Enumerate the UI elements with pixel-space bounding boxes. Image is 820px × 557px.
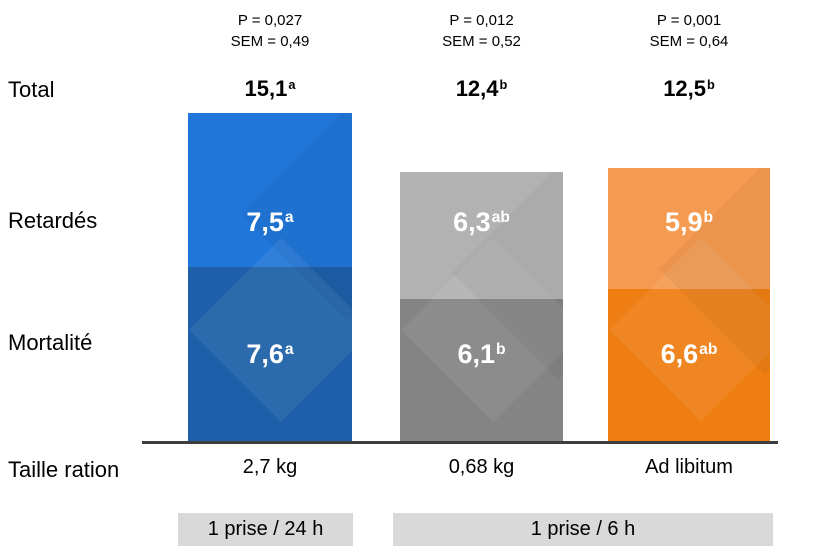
retardes-sup-2: ab	[491, 209, 510, 227]
stats-header-2: P = 0,012 SEM = 0,52	[400, 10, 563, 52]
mortalite-value-2: 6,1b	[400, 334, 563, 379]
retardes-segment-1	[188, 113, 352, 267]
total-sup-1: a	[288, 76, 296, 92]
sem-value-2: SEM = 0,52	[442, 33, 521, 50]
retardes-sup-1: a	[284, 209, 294, 227]
row-label-total: Total	[8, 77, 55, 102]
retardes-number-2: 6,3	[453, 207, 491, 237]
p-value-3: P = 0,001	[656, 12, 722, 29]
total-number-2: 12,4	[455, 76, 499, 101]
mortalite-segment-3	[608, 289, 770, 443]
mortalite-sup-2: b	[495, 341, 506, 359]
ration-value-2: 0,68 kg	[448, 456, 515, 478]
stacked-bar-3	[608, 168, 770, 443]
retardes-sup-3: b	[703, 209, 714, 227]
mortalite-segment-2	[400, 299, 563, 443]
x-axis-line	[142, 441, 778, 444]
retardes-segment-3	[608, 168, 770, 289]
total-value-3: 12,5b	[608, 76, 770, 102]
sem-value-3: SEM = 0,64	[649, 33, 729, 50]
mortalite-number-3: 6,6	[660, 339, 699, 369]
retardes-number-3: 5,9	[664, 207, 703, 237]
retardes-segment-2	[400, 172, 563, 299]
mortalite-value-1: 7,6a	[188, 334, 352, 379]
total-value-1: 15,1a	[188, 76, 352, 102]
stats-header-1: P = 0,027 SEM = 0,49	[188, 10, 352, 52]
bar-column-3: P = 0,001 SEM = 0,64 12,5b 5,9b 6,6ab Ad…	[608, 0, 770, 557]
retardes-value-3: 5,9b	[608, 202, 770, 247]
total-sup-2: b	[499, 76, 508, 92]
total-number-1: 15,1	[244, 76, 288, 101]
total-sup-3: b	[707, 76, 715, 92]
stacked-bar-2	[400, 172, 563, 443]
row-label-ration: Taille ration	[8, 457, 120, 482]
ration-value-1: 2,7 kg	[242, 456, 298, 478]
mortalite-value-3: 6,6ab	[608, 334, 770, 379]
retardes-value-1: 7,5a	[188, 202, 352, 247]
mortalite-number-2: 6,1	[457, 339, 495, 369]
group-box-6h: 1 prise / 6 h	[393, 513, 773, 546]
retardes-value-2: 6,3ab	[400, 202, 563, 247]
row-label-mortalite: Mortalité	[8, 330, 93, 355]
group-box-24h: 1 prise / 24 h	[178, 513, 353, 546]
stats-header-3: P = 0,001 SEM = 0,64	[608, 10, 770, 52]
mortalite-number-1: 7,6	[246, 339, 284, 369]
total-value-2: 12,4b	[400, 76, 563, 102]
p-value-2: P = 0,012	[449, 12, 514, 29]
bar-column-2: P = 0,012 SEM = 0,52 12,4b 6,3ab 6,1b 0,…	[400, 0, 563, 557]
p-value-1: P = 0,027	[237, 12, 303, 29]
stacked-bar-1	[188, 113, 352, 443]
row-label-retardes: Retardés	[8, 208, 98, 233]
retardes-number-1: 7,5	[246, 207, 284, 237]
mortalite-segment-1	[188, 267, 352, 443]
bar-column-1: P = 0,027 SEM = 0,49 15,1a 7,5a 7,6a 2,7…	[188, 0, 352, 557]
mortalite-sup-3: ab	[699, 341, 718, 359]
ration-value-3: Ad libitum	[645, 456, 733, 478]
sem-value-1: SEM = 0,49	[230, 33, 310, 50]
total-number-3: 12,5	[663, 76, 707, 101]
mortalite-sup-1: a	[284, 341, 294, 359]
